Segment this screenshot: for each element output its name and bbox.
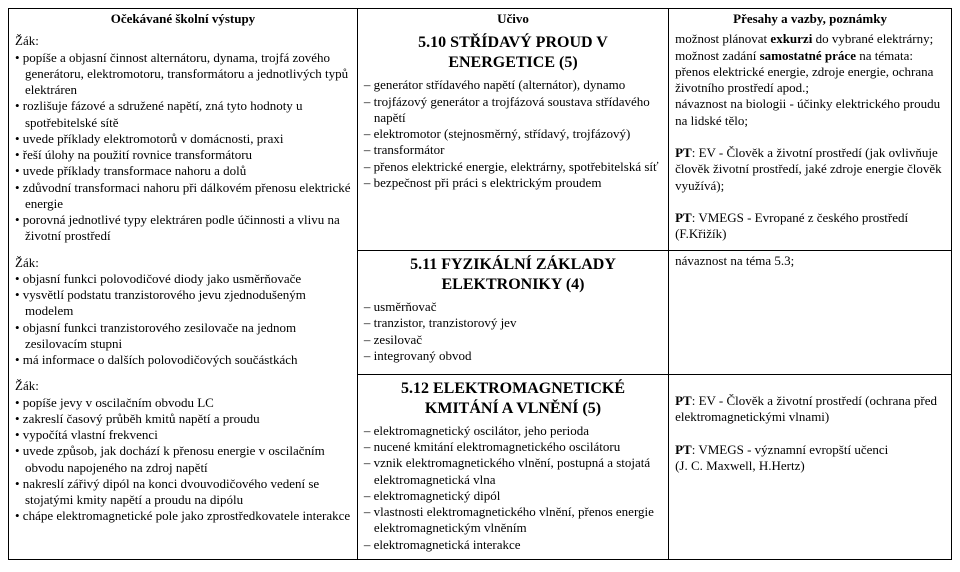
text-line: • uvede příklady elektromotorů v domácno…: [15, 131, 351, 147]
text-line: • uvede způsob, jak dochází k přenosu en…: [15, 443, 351, 476]
text-line: • objasní funkci polovodičové diody jako…: [15, 271, 351, 287]
col1-lines-5-12: • popíše jevy v oscilačním obvodu LC• za…: [15, 395, 351, 525]
text-line: – trojfázový generátor a trojfázová sous…: [364, 94, 662, 127]
text-line: – elektromagnetický oscilátor, jeho peri…: [364, 423, 662, 439]
text-line: – vznik elektromagnetického vlnění, post…: [364, 455, 662, 488]
cell-col1-5-11: Žák: • objasní funkci polovodičové diody…: [9, 251, 358, 375]
col2-lines-5-12: – elektromagnetický oscilátor, jeho peri…: [364, 423, 662, 553]
col1-lines-5-11: • objasní funkci polovodičové diody jako…: [15, 271, 351, 369]
text-line: – elektromotor (stejnosměrný, střídavý, …: [364, 126, 662, 142]
text-line: – vlastnosti elektromagnetického vlnění,…: [364, 504, 662, 537]
text-line: • uvede příklady transformace nahoru a d…: [15, 163, 351, 179]
zak-label-3: Žák:: [15, 378, 351, 394]
cell-col3-5-11: návaznost na téma 5.3;: [669, 251, 952, 375]
section-title-5-11: 5.11 FYZIKÁLNÍ ZÁKLADY ELEKTRONIKY (4): [364, 255, 662, 295]
cell-col2-5-10: 5.10 STŘÍDAVÝ PROUD V ENERGETICE (5) – g…: [357, 29, 668, 250]
text-line: • objasní funkci tranzistorového zesilov…: [15, 320, 351, 353]
cell-col1-5-10: Žák: • popíše a objasní činnost alternát…: [9, 29, 358, 250]
text-line: • řeší úlohy na použití rovnice transfor…: [15, 147, 351, 163]
text-line: • vysvětlí podstatu tranzistorového jevu…: [15, 287, 351, 320]
text-line: • nakreslí zářivý dipól na konci dvouvod…: [15, 476, 351, 509]
text-line: • rozlišuje fázové a sdružené napětí, zn…: [15, 98, 351, 131]
row-section-5-12: Žák: • popíše jevy v oscilačním obvodu L…: [9, 374, 952, 559]
cell-col2-5-11: 5.11 FYZIKÁLNÍ ZÁKLADY ELEKTRONIKY (4) –…: [357, 251, 668, 375]
text-line: • zdůvodní transformaci nahoru při dálko…: [15, 180, 351, 213]
text-line: – nucené kmitání elektromagnetického osc…: [364, 439, 662, 455]
text-line: • vypočítá vlastní frekvenci: [15, 427, 351, 443]
text-line: • zakreslí časový průběh kmitů napětí a …: [15, 411, 351, 427]
text-line: – elektromagnetická interakce: [364, 537, 662, 553]
header-col2: Učivo: [357, 9, 668, 30]
col2-lines-5-11: – usměrňovač– tranzistor, tranzistorový …: [364, 299, 662, 364]
text-line: – zesilovač: [364, 332, 662, 348]
text-line: – integrovaný obvod: [364, 348, 662, 364]
section-title-5-12: 5.12 ELEKTROMAGNETICKÉ KMITÁNÍ A VLNĚNÍ …: [364, 379, 662, 419]
text-line: – přenos elektrické energie, elektrárny,…: [364, 159, 662, 175]
text-line: • popíše jevy v oscilačním obvodu LC: [15, 395, 351, 411]
text-line: – generátor střídavého napětí (alternáto…: [364, 77, 662, 93]
cell-col3-5-12: PT: EV - Člověk a životní prostředí (och…: [669, 374, 952, 559]
curriculum-table: Očekávané školní výstupy Učivo Přesahy a…: [8, 8, 952, 560]
col1-lines-5-10: • popíše a objasní činnost alternátoru, …: [15, 50, 351, 245]
cell-col3-5-10: možnost plánovat exkurzi do vybrané elek…: [669, 29, 952, 250]
text-line: • porovná jednotlivé typy elektráren pod…: [15, 212, 351, 245]
zak-label-1: Žák:: [15, 33, 351, 49]
zak-label-2: Žák:: [15, 255, 351, 271]
cell-col1-5-12: Žák: • popíše jevy v oscilačním obvodu L…: [9, 374, 358, 559]
text-line: • popíše a objasní činnost alternátoru, …: [15, 50, 351, 99]
cell-col2-5-12: 5.12 ELEKTROMAGNETICKÉ KMITÁNÍ A VLNĚNÍ …: [357, 374, 668, 559]
text-line: • má informace o dalších polovodičových …: [15, 352, 351, 368]
text-line: • chápe elektromagnetické pole jako zpro…: [15, 508, 351, 524]
text-line: – usměrňovač: [364, 299, 662, 315]
section-title-5-10: 5.10 STŘÍDAVÝ PROUD V ENERGETICE (5): [364, 33, 662, 73]
row-section-5-10: Žák: • popíše a objasní činnost alternát…: [9, 29, 952, 250]
text-line: – elektromagnetický dipól: [364, 488, 662, 504]
text-line: – tranzistor, tranzistorový jev: [364, 315, 662, 331]
header-col3: Přesahy a vazby, poznámky: [669, 9, 952, 30]
header-row: Očekávané školní výstupy Učivo Přesahy a…: [9, 9, 952, 30]
text-line: – transformátor: [364, 142, 662, 158]
text-line: – bezpečnost při práci s elektrickým pro…: [364, 175, 662, 191]
row-section-5-11: Žák: • objasní funkci polovodičové diody…: [9, 251, 952, 375]
header-col1: Očekávané školní výstupy: [9, 9, 358, 30]
col2-lines-5-10: – generátor střídavého napětí (alternáto…: [364, 77, 662, 191]
